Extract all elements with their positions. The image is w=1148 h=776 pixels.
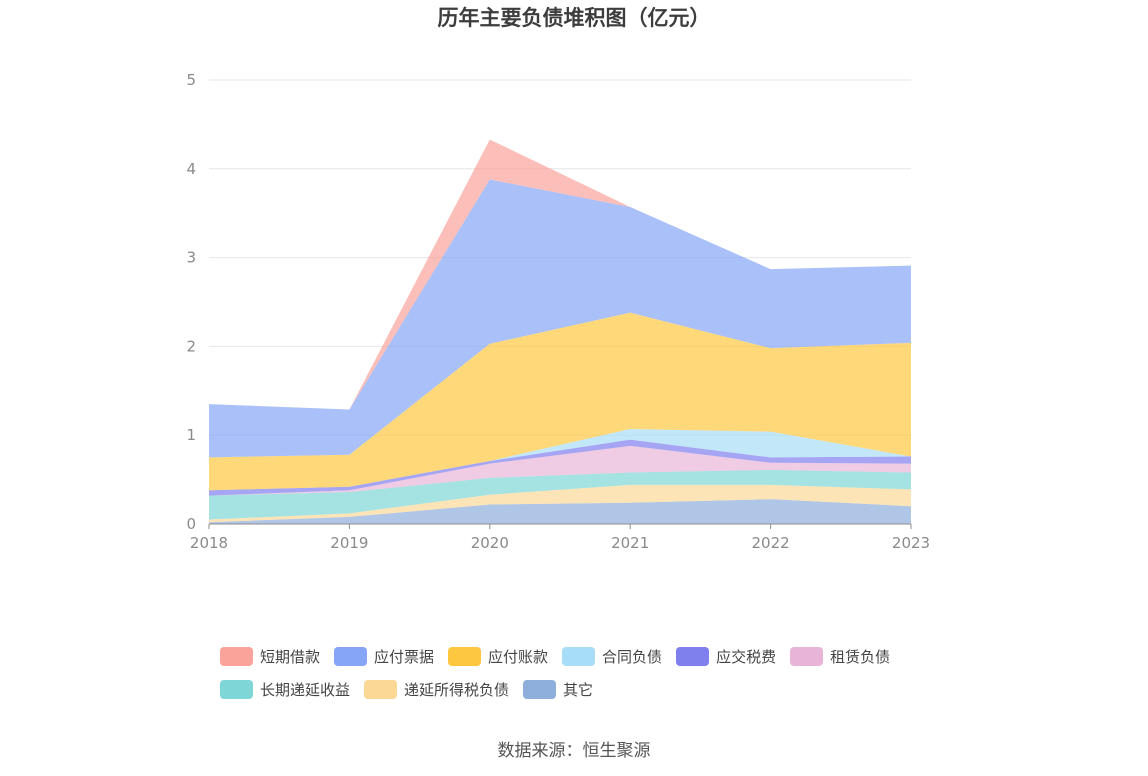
area-应付账款 (209, 312, 911, 491)
axes: 0 1 2 3 4 5 2018 2019 2020 2021 2022 2023 (186, 71, 930, 552)
legend-swatch (523, 680, 557, 699)
x-tick-label: 2018 (190, 534, 228, 552)
legend-swatch (676, 647, 710, 666)
x-tick-label: 2020 (471, 534, 509, 552)
chart-title: 历年主要负债堆积图（亿元） (437, 6, 711, 30)
area-应付票据 (209, 179, 911, 458)
legend-swatch (220, 680, 253, 699)
y-tick-label: 3 (186, 249, 196, 267)
x-tick-label: 2021 (611, 534, 649, 552)
legend-label: 租赁负债 (830, 648, 891, 666)
area-短期借款 (209, 139, 911, 410)
legend-label: 合同负债 (602, 648, 663, 666)
legend-label: 其它 (563, 681, 594, 699)
source-note: 数据来源：恒生聚源 (497, 741, 651, 761)
legend-swatch (220, 647, 253, 666)
legend-item[interactable]: 其它 (523, 679, 593, 700)
legend-swatch (364, 680, 398, 699)
legend-swatch (334, 647, 368, 666)
legend-swatch (790, 647, 824, 666)
area-应交税费 (209, 439, 911, 496)
legend-item[interactable]: 短期借款 (220, 646, 320, 667)
x-tick-label: 2023 (892, 534, 930, 552)
area-递延所得税负债 (209, 484, 911, 523)
legend-row: 短期借款 应付票据 应付账款 合同负债 应交税费 租赁负债 (220, 640, 940, 673)
legend-label: 递延所得税负债 (404, 681, 510, 699)
legend-item[interactable]: 应付票据 (334, 646, 434, 667)
area-其它 (209, 499, 911, 524)
legend-swatch (562, 647, 596, 666)
legend-label: 长期递延收益 (260, 681, 351, 699)
x-tick-label: 2019 (330, 534, 368, 552)
legend-item[interactable]: 应交税费 (676, 646, 776, 667)
area-合同负债 (209, 428, 911, 491)
legend-item[interactable]: 租赁负债 (790, 646, 890, 667)
area-租赁负债 (209, 445, 911, 496)
stacked-area-chart: 0 1 2 3 4 5 2018 2019 2020 2021 2022 2023 (186, 71, 930, 552)
y-tick-label: 1 (186, 426, 196, 444)
legend-row: 长期递延收益 递延所得税负债 其它 (220, 673, 940, 706)
y-tick-label: 2 (186, 337, 196, 355)
legend-label: 应交税费 (716, 648, 777, 666)
legend-item[interactable]: 长期递延收益 (220, 679, 350, 700)
legend-item[interactable]: 合同负债 (562, 646, 662, 667)
area-series (209, 139, 911, 524)
x-tick-label: 2022 (752, 534, 790, 552)
legend: 短期借款 应付票据 应付账款 合同负债 应交税费 租赁负债 长期递延收益 递延所得税负债 其它 (220, 640, 940, 706)
y-tick-label: 4 (186, 160, 196, 178)
legend-item[interactable]: 应付账款 (448, 646, 548, 667)
legend-item[interactable]: 递延所得税负债 (364, 679, 509, 700)
legend-label: 应付票据 (374, 648, 435, 666)
legend-label: 应付账款 (488, 648, 549, 666)
y-tick-label: 5 (186, 71, 196, 89)
legend-swatch (448, 647, 482, 666)
area-长期递延收益 (209, 469, 911, 520)
legend-label: 短期借款 (260, 648, 321, 666)
y-tick-label: 0 (186, 515, 196, 533)
